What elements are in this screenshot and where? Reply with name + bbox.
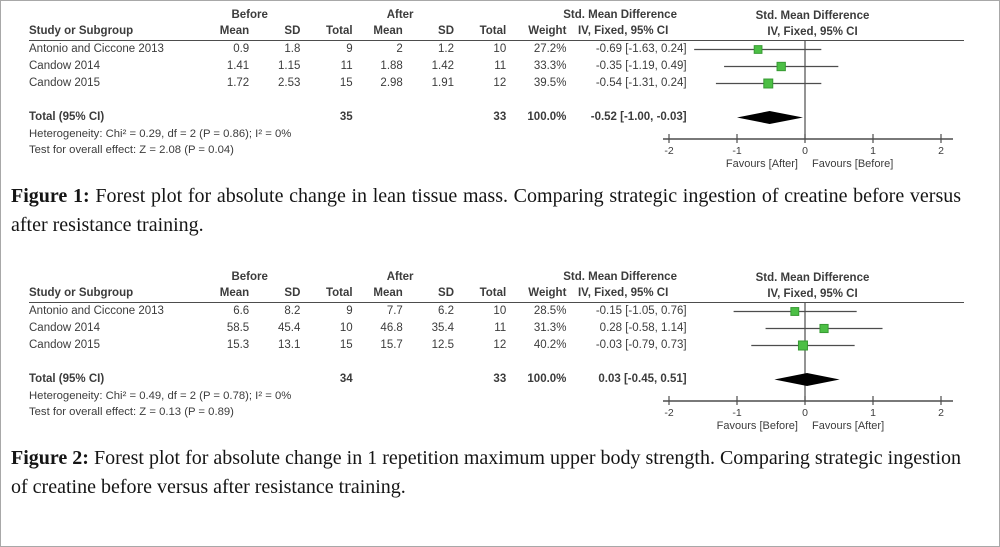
svg-text:-2: -2 — [664, 145, 673, 157]
figure-1-table-header: Before After Std. Mean Difference Study … — [29, 7, 964, 41]
figure-2-caption-label: Figure 2: — [11, 447, 89, 469]
study-row: Antonio and Ciccone 2013 0.9 1.8 9 2 1.2… — [29, 43, 687, 55]
col-header-weight: Weight — [528, 25, 567, 37]
svg-text:2: 2 — [938, 407, 944, 419]
col-header-after-sd: SD — [438, 25, 455, 37]
col-header-before-total: Total — [325, 25, 353, 37]
plot-header: Std. Mean Difference IV, Fixed, 95% CI — [661, 7, 964, 40]
study-row: Candow 2014 1.41 1.15 11 1.88 1.42 11 33… — [29, 60, 687, 72]
figure-2-caption: Figure 2: Forest plot for absolute chang… — [11, 444, 961, 502]
heterogeneity-note: Heterogeneity: Chi² = 0.29, df = 2 (P = … — [29, 128, 292, 140]
spacer-row — [29, 354, 661, 371]
figure-2-caption-text: Forest plot for absolute change in 1 rep… — [11, 447, 962, 498]
study-row: Candow 2015 15.3 13.1 15 15.7 12.5 12 40… — [29, 339, 687, 351]
svg-text:-2: -2 — [664, 407, 673, 419]
svg-text:Favours [After]: Favours [After] — [726, 158, 798, 170]
group-header-smd: Std. Mean Difference — [563, 9, 677, 21]
group-header-after: After — [386, 9, 414, 21]
column-header-row: Study or Subgroup Mean SD Total Mean SD … — [29, 23, 668, 40]
column-header-row: Study or Subgroup Mean SD Total Mean SD … — [29, 285, 668, 302]
plot-header-line1: Std. Mean Difference — [755, 10, 870, 22]
col-header-after-mean: Mean — [373, 25, 403, 37]
forest-plot-canvas: -2 -1 0 1 2 Favours [Before] Favours [After] — [663, 303, 953, 432]
figure-2-table-header: Before After Std. Mean Difference Study … — [29, 269, 964, 303]
group-header-before: Before — [231, 271, 268, 283]
figure-1-table: Antonio and Ciccone 2013 0.9 1.8 9 2 1.2… — [29, 41, 687, 158]
total-row: Total (95% CI) 34 33 100.0% 0.03 [-0.45,… — [29, 373, 687, 385]
group-header-row: Before After Std. Mean Difference — [29, 269, 676, 285]
svg-text:0: 0 — [802, 145, 808, 157]
group-header-after: After — [386, 271, 414, 283]
col-header-ci: IV, Fixed, 95% CI — [577, 25, 669, 37]
col-header-after-sd: SD — [438, 287, 455, 299]
plot-header-line1: Std. Mean Difference — [755, 272, 870, 284]
study-row: Candow 2015 1.72 2.53 15 2.98 1.91 12 39… — [29, 77, 687, 89]
svg-text:1: 1 — [870, 145, 876, 157]
svg-text:0: 0 — [802, 407, 808, 419]
col-header-before-mean: Mean — [219, 25, 250, 37]
figure-2-block: Before After Std. Mean Difference Study … — [1, 260, 999, 432]
col-header-weight: Weight — [528, 287, 567, 299]
col-header-after-total: Total — [479, 25, 507, 37]
group-header-before: Before — [231, 9, 268, 21]
svg-text:1: 1 — [870, 407, 876, 419]
col-header-ci: IV, Fixed, 95% CI — [577, 287, 669, 299]
col-header-study: Study or Subgroup — [29, 25, 134, 37]
col-header-study: Study or Subgroup — [29, 287, 134, 299]
svg-text:-1: -1 — [732, 407, 741, 419]
col-header-before-sd: SD — [284, 287, 301, 299]
col-header-before-mean: Mean — [219, 287, 250, 299]
svg-text:Favours [Before]: Favours [Before] — [812, 158, 893, 170]
overall-effect-note: Test for overall effect: Z = 0.13 (P = 0… — [29, 406, 234, 418]
group-header-row: Before After Std. Mean Difference — [29, 7, 676, 23]
col-header-before-total: Total — [325, 287, 353, 299]
total-row: Total (95% CI) 35 33 100.0% -0.52 [-1.00… — [29, 111, 687, 123]
study-row: Antonio and Ciccone 2013 6.6 8.2 9 7.7 6… — [29, 305, 687, 317]
figure-1-caption-text: Forest plot for absolute change in lean … — [11, 185, 962, 236]
svg-text:-1: -1 — [732, 145, 741, 157]
col-header-before-sd: SD — [284, 25, 301, 37]
figure-2-table: Antonio and Ciccone 2013 6.6 8.2 9 7.7 6… — [29, 303, 687, 420]
spacer-row — [29, 92, 661, 109]
col-header-after-mean: Mean — [373, 287, 403, 299]
forest-plot-canvas: -2 -1 0 1 2 Favours [After] Favours [Before] — [663, 41, 953, 170]
svg-text:2: 2 — [938, 145, 944, 157]
heterogeneity-note: Heterogeneity: Chi² = 0.49, df = 2 (P = … — [29, 390, 292, 402]
study-row: Candow 2014 58.5 45.4 10 46.8 35.4 11 31… — [29, 322, 687, 334]
svg-text:Favours [After]: Favours [After] — [812, 420, 884, 432]
plot-header-line2: IV, Fixed, 95% CI — [767, 26, 858, 38]
group-header-smd: Std. Mean Difference — [563, 271, 677, 283]
overall-effect-note: Test for overall effect: Z = 2.08 (P = 0… — [29, 144, 234, 156]
figure-1-block: Before After Std. Mean Difference Study … — [1, 1, 999, 170]
plot-header: Std. Mean Difference IV, Fixed, 95% CI — [661, 269, 964, 302]
plot-header-line2: IV, Fixed, 95% CI — [767, 288, 858, 300]
svg-text:Favours [Before]: Favours [Before] — [717, 420, 798, 432]
col-header-after-total: Total — [479, 287, 507, 299]
figure-1-caption: Figure 1: Forest plot for absolute chang… — [11, 182, 961, 240]
figure-1-caption-label: Figure 1: — [11, 185, 90, 207]
